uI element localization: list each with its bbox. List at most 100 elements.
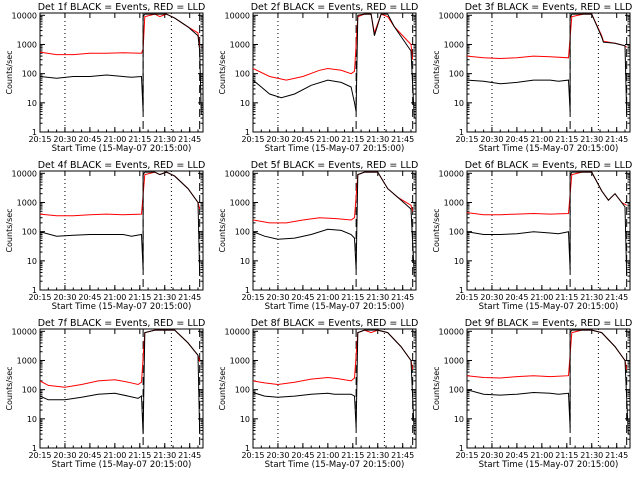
x-tick-label: 20:15: [28, 293, 51, 302]
x-tick-label: 20:45: [505, 135, 528, 144]
x-tick-label: 20:30: [53, 293, 76, 302]
x-axis-label: Start Time (15-May-07 20:15:00): [479, 144, 619, 154]
events-series-line: [253, 13, 415, 119]
x-tick-label: 21:45: [605, 135, 628, 144]
chart-panel: Det 8f BLACK = Events, RED = LLD 1 10 100 10…: [218, 318, 418, 470]
y-tick-label: 10: [240, 99, 250, 108]
plot-frame: [252, 12, 417, 133]
y-tick-label: 100: [22, 228, 37, 237]
x-tick-label: 21:45: [605, 451, 628, 460]
x-tick-label: 21:45: [391, 451, 414, 460]
x-tick-label: 20:45: [291, 293, 314, 302]
plot-frame: [252, 170, 417, 291]
lld-series-line: [253, 329, 414, 386]
chart-panel: Det 1f BLACK = Events, RED = LLD 1 10 100 10…: [5, 2, 205, 154]
chart-title: Det 2f BLACK = Events, RED = LLD: [251, 2, 419, 13]
y-axis-label: Counts/sec: [5, 50, 14, 94]
x-tick-label: 21:45: [178, 293, 201, 302]
plot-frame: [466, 170, 631, 291]
y-tick-label: 10000: [225, 11, 250, 20]
y-tick-label: 1000: [230, 40, 250, 49]
y-tick-label: 10: [27, 99, 37, 108]
y-axis-label: Counts/sec: [432, 366, 441, 410]
lld-series-line: [253, 171, 414, 224]
x-tick-label: 21:30: [580, 135, 603, 144]
x-axis-label: Start Time (15-May-07 20:15:00): [265, 302, 405, 312]
chart-title: Det 4f BLACK = Events, RED = LLD: [38, 160, 206, 171]
x-tick-label: 21:00: [103, 135, 126, 144]
x-tick-label: 21:45: [605, 293, 628, 302]
x-tick-label: 21:15: [341, 451, 364, 460]
x-tick-label: 21:45: [391, 135, 414, 144]
chart-panel: Det 9f BLACK = Events, RED = LLD 1 10 100 10…: [432, 318, 632, 470]
x-tick-label: 20:30: [480, 293, 503, 302]
x-tick-label: 21:15: [128, 293, 151, 302]
plot-frame: [466, 12, 631, 133]
lld-series-line: [40, 171, 201, 217]
chart-panel: Det 2f BLACK = Events, RED = LLD 1 10 100 10…: [218, 2, 418, 154]
y-tick-label: 10000: [439, 169, 464, 178]
x-tick-label: 21:30: [153, 451, 176, 460]
y-axis-label: Counts/sec: [218, 50, 227, 94]
y-tick-label: 10000: [225, 327, 250, 336]
x-tick-label: 21:30: [580, 451, 603, 460]
x-axis-label: Start Time (15-May-07 20:15:00): [479, 302, 619, 312]
y-tick-label: 1000: [17, 356, 37, 365]
y-tick-label: 1: [32, 444, 37, 453]
x-tick-label: 20:45: [505, 451, 528, 460]
chart-panel: Det 6f BLACK = Events, RED = LLD 1 10 100 10…: [432, 160, 632, 312]
x-tick-label: 20:15: [28, 135, 51, 144]
plot-frame: [39, 12, 204, 133]
y-axis-label: Counts/sec: [432, 50, 441, 94]
x-tick-label: 21:30: [366, 451, 389, 460]
y-tick-label: 1: [245, 128, 250, 137]
y-tick-label: 100: [235, 228, 250, 237]
x-tick-label: 21:15: [128, 451, 151, 460]
y-tick-label: 1: [245, 444, 250, 453]
x-tick-label: 21:00: [103, 451, 126, 460]
x-tick-label: 20:15: [455, 451, 478, 460]
chart-title: Det 9f BLACK = Events, RED = LLD: [465, 318, 633, 329]
x-tick-label: 20:30: [266, 293, 289, 302]
events-series-line: [467, 329, 629, 435]
y-tick-label: 10: [27, 257, 37, 266]
lld-series-line: [253, 13, 414, 81]
events-series-line: [467, 13, 628, 115]
y-tick-label: 100: [449, 228, 464, 237]
chart-title: Det 8f BLACK = Events, RED = LLD: [251, 318, 419, 329]
x-tick-label: 20:30: [53, 451, 76, 460]
x-tick-label: 21:30: [153, 293, 176, 302]
y-tick-label: 1000: [444, 356, 464, 365]
x-tick-label: 20:15: [455, 293, 478, 302]
x-tick-label: 21:00: [530, 135, 553, 144]
x-axis-label: Start Time (15-May-07 20:15:00): [265, 144, 405, 154]
y-tick-label: 10: [240, 257, 250, 266]
x-tick-label: 20:45: [78, 451, 101, 460]
chart-title: Det 7f BLACK = Events, RED = LLD: [38, 318, 206, 329]
y-tick-label: 10: [454, 99, 464, 108]
chart-title: Det 3f BLACK = Events, RED = LLD: [465, 2, 633, 13]
y-tick-label: 100: [22, 70, 37, 79]
y-tick-label: 1: [32, 128, 37, 137]
x-tick-label: 20:45: [505, 293, 528, 302]
x-axis-label: Start Time (15-May-07 20:15:00): [52, 460, 192, 470]
y-axis-label: Counts/sec: [432, 208, 441, 252]
y-tick-label: 1000: [444, 198, 464, 207]
x-tick-label: 21:45: [391, 293, 414, 302]
x-tick-label: 20:45: [78, 135, 101, 144]
x-tick-label: 21:15: [555, 293, 578, 302]
x-axis-label: Start Time (15-May-07 20:15:00): [265, 460, 405, 470]
x-tick-label: 20:30: [266, 451, 289, 460]
y-tick-label: 10000: [12, 327, 37, 336]
x-tick-label: 21:00: [316, 135, 339, 144]
y-tick-label: 10000: [439, 327, 464, 336]
x-tick-label: 20:30: [480, 451, 503, 460]
y-tick-label: 10000: [12, 169, 37, 178]
x-tick-label: 20:30: [266, 135, 289, 144]
events-series-line: [467, 171, 628, 277]
y-tick-label: 1000: [444, 40, 464, 49]
y-axis-label: Counts/sec: [5, 366, 14, 410]
x-tick-label: 20:45: [291, 135, 314, 144]
x-axis-label: Start Time (15-May-07 20:15:00): [479, 460, 619, 470]
